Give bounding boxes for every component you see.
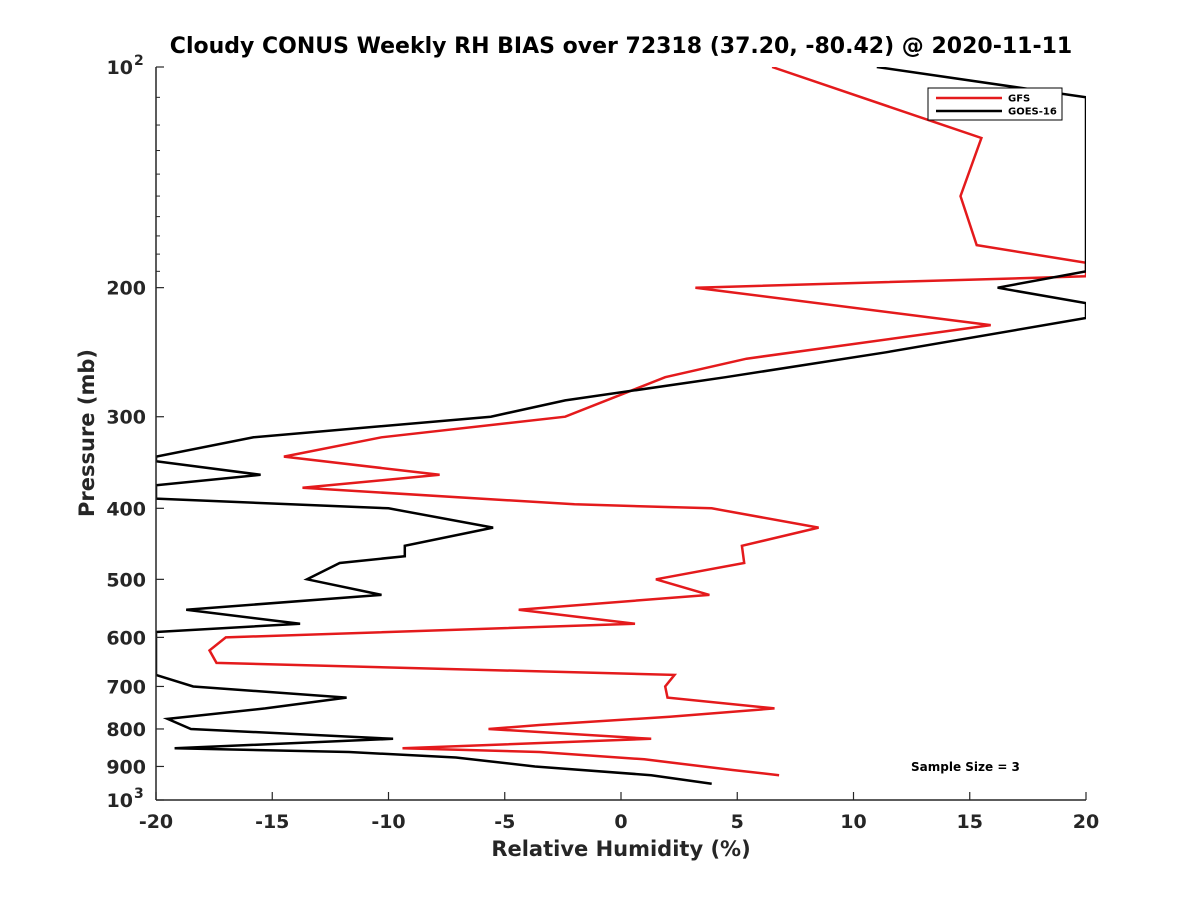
legend: GFS GOES-16	[927, 87, 1063, 121]
x-tick-label: -20	[139, 811, 173, 833]
y-tick-exponent: 3	[134, 786, 144, 802]
y-tick-label: 500	[106, 569, 146, 591]
x-tick-label: -15	[255, 811, 289, 833]
x-tick-label: -5	[494, 811, 515, 833]
legend-label-gfs: GFS	[1008, 94, 1030, 105]
y-tick-label: 400	[106, 498, 146, 520]
y-tick-exponent: 2	[134, 53, 144, 69]
series-line-goes-16	[156, 67, 1086, 785]
y-tick-label: 200	[106, 278, 146, 300]
x-tick-label: 5	[731, 811, 744, 833]
series-line-gfs	[207, 67, 1086, 777]
y-tick-label: 600	[106, 627, 146, 649]
y-tick-label: 10	[107, 57, 133, 79]
y-tick-label: 900	[106, 756, 146, 778]
x-tick-label: -10	[371, 811, 405, 833]
sample-size-annotation: Sample Size = 3	[911, 760, 1020, 774]
x-tick-label: 15	[957, 811, 983, 833]
y-tick-label: 800	[106, 719, 146, 741]
legend-label-goes-16: GOES-16	[1008, 107, 1057, 118]
x-tick-label: 10	[840, 811, 866, 833]
x-tick-label: 20	[1073, 811, 1099, 833]
series-layer	[156, 67, 1086, 785]
y-tick-label: 300	[106, 407, 146, 429]
y-axis-label: Pressure (mb)	[75, 349, 99, 517]
x-tick-label: 0	[614, 811, 627, 833]
y-tick-label: 10	[107, 790, 133, 812]
legend-box	[927, 87, 1063, 121]
y-tick-label: 700	[106, 676, 146, 698]
chart-title: Cloudy CONUS Weekly RH BIAS over 72318 (…	[170, 34, 1072, 59]
x-ticks: -20 -15 -10 -5 0 5 10 15 20	[139, 792, 1099, 833]
x-axis-label: Relative Humidity (%)	[491, 837, 750, 861]
